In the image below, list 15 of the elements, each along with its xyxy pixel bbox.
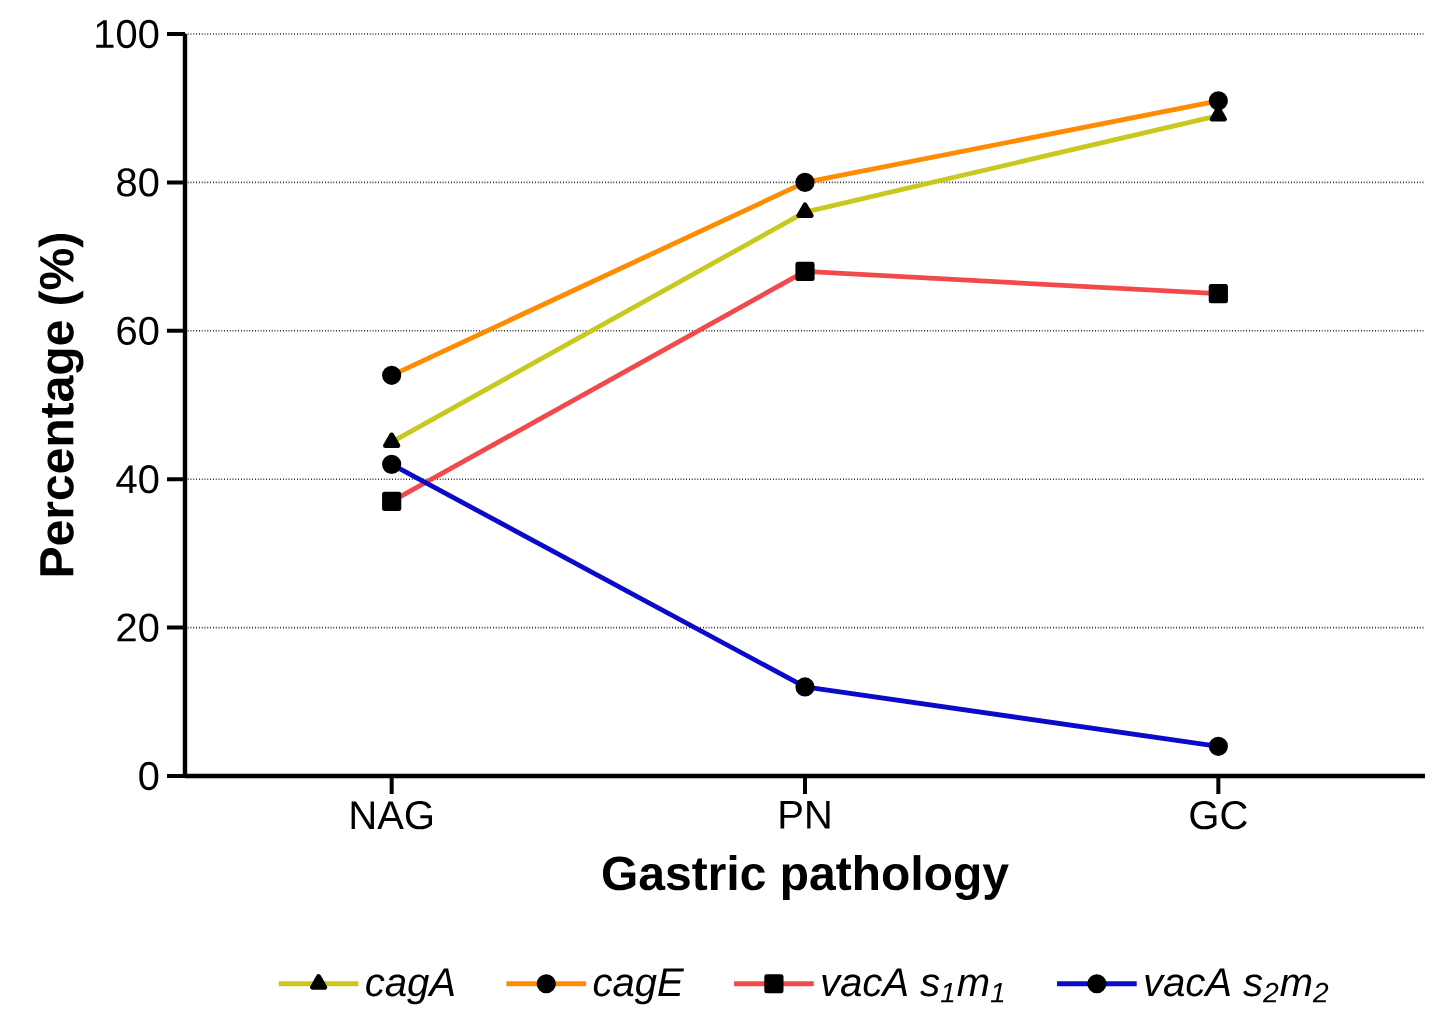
legend-label: cagA: [366, 968, 454, 1005]
y-tick-label: 80: [117, 168, 159, 197]
y-tick-label: 0: [139, 761, 159, 791]
y-tick-label: 20: [117, 613, 159, 642]
legend-label: cagE: [593, 968, 685, 1005]
x-tick-label: NAG: [351, 801, 432, 830]
x-tick-label: GC: [1190, 801, 1247, 830]
y-tick-label: 100: [96, 19, 159, 49]
y-tick-label: 60: [117, 316, 159, 345]
legend-label: vacA s$_{1}$m$_{1}$: [822, 968, 1004, 1003]
legend-label: vacA s$_{2}$m$_{2}$: [1145, 968, 1329, 1003]
x-axis-title: Gastric pathology: [602, 855, 1009, 901]
x-tick-label: PN: [780, 801, 830, 829]
y-axis-title: Percentage (%): [38, 234, 84, 576]
y-tick-label: 40: [116, 465, 159, 494]
